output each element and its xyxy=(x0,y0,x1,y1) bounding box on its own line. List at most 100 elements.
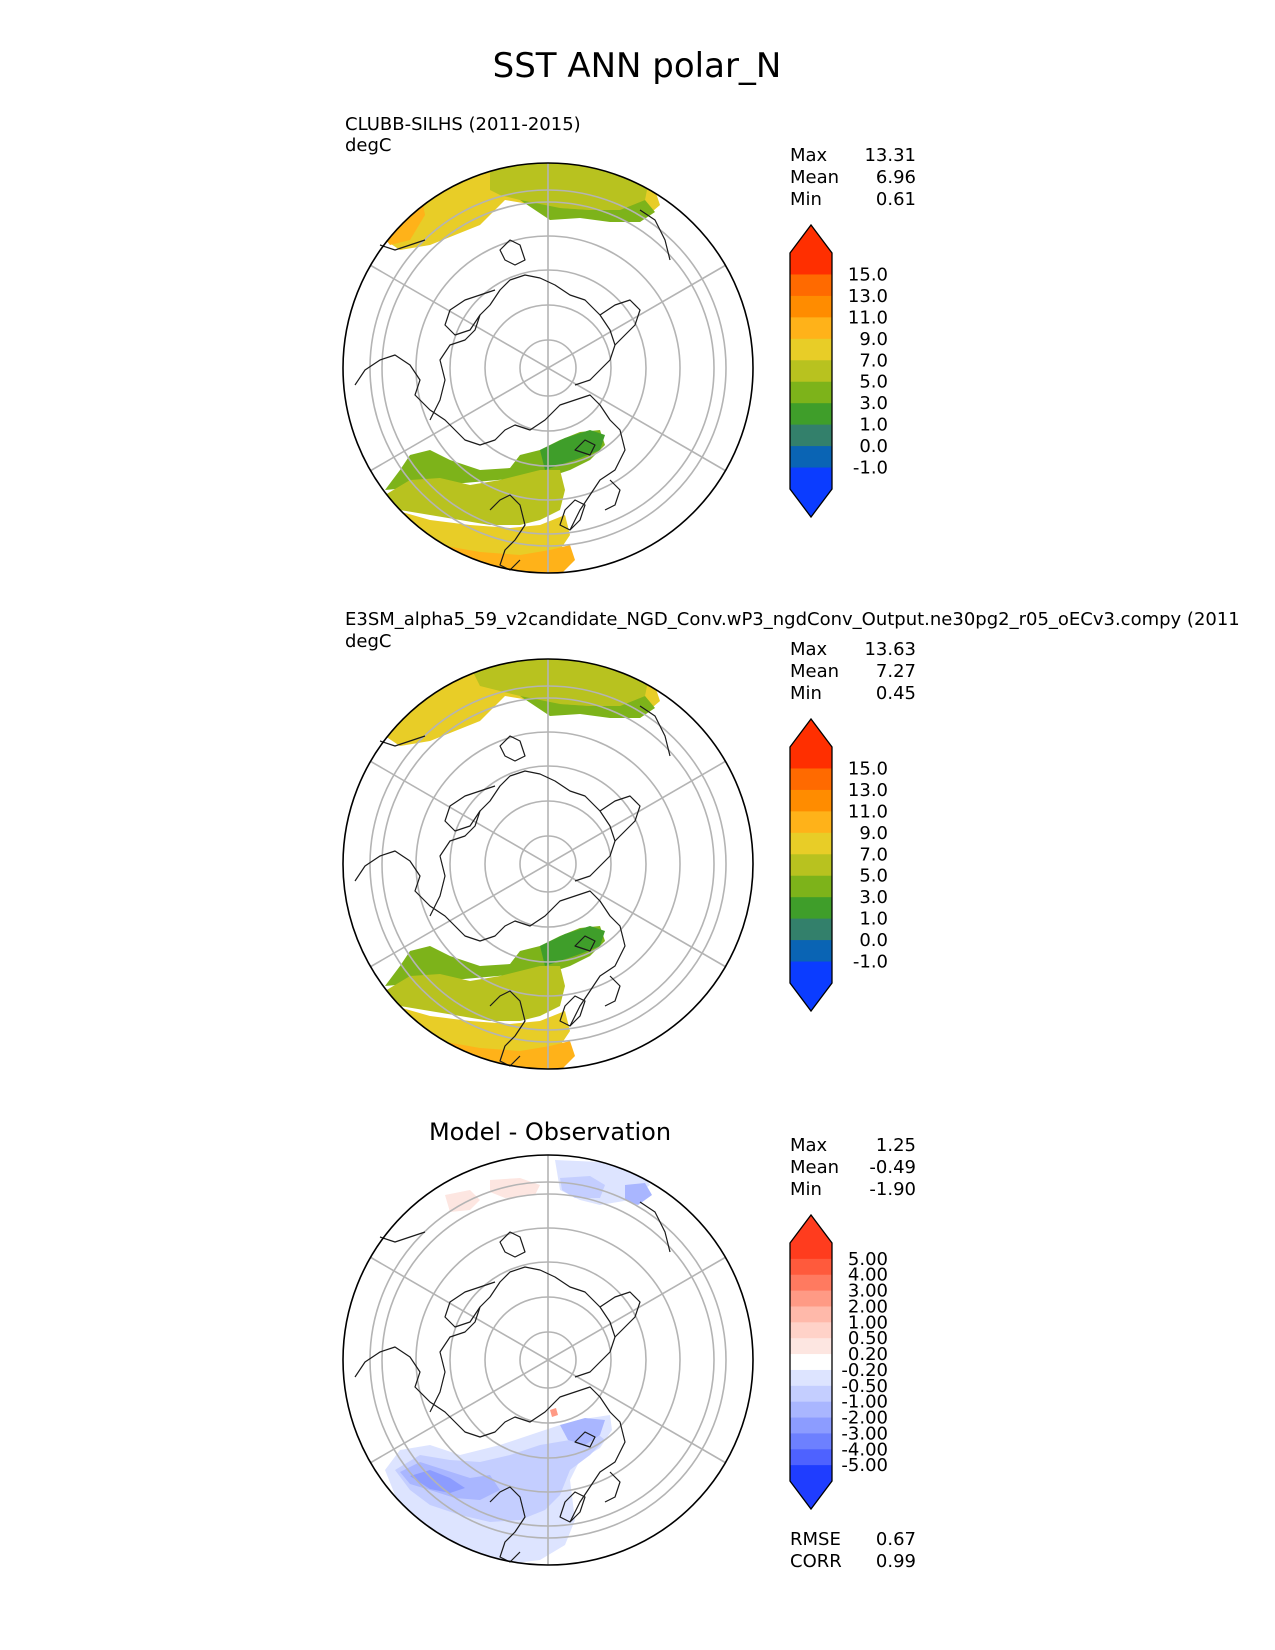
colorbar-tick-label: 0.0 xyxy=(859,930,888,951)
colorbar-segment xyxy=(790,317,832,340)
colorbar-tick-label: 0.0 xyxy=(859,436,888,457)
panel-units: degC xyxy=(345,631,392,652)
stat-min-value: -1.90 xyxy=(869,1179,916,1200)
colorbar-tick-label: -1.0 xyxy=(853,952,888,973)
colorbar-tick-label: 3.0 xyxy=(859,393,888,414)
colorbar-segment xyxy=(790,1274,832,1292)
colorbar-segment xyxy=(790,1401,832,1419)
colorbar-top-extend xyxy=(790,225,832,253)
diff-field-pacific-blue2 xyxy=(560,1176,605,1198)
stats-block: Max 13.31 Mean 6.96 Min 0.61 xyxy=(790,145,916,210)
colorbar-segment xyxy=(790,381,832,404)
stats-block: Max 13.63 Mean 7.27 Min 0.45 xyxy=(790,639,916,704)
colorbar-segment xyxy=(790,1290,832,1307)
colorbar-segment xyxy=(790,253,832,275)
colorbar-segment xyxy=(790,446,832,469)
polar-map xyxy=(342,162,754,574)
colorbar-segment xyxy=(790,1369,832,1387)
colorbar-segment xyxy=(790,338,832,361)
stat-mean-value: -0.49 xyxy=(869,1157,916,1178)
colorbar-segment xyxy=(790,1243,832,1260)
panel-heading: E3SM_alpha5_59_v2candidate_NGD_Conv.wP3_… xyxy=(345,609,1240,630)
colorbar-segment xyxy=(790,360,832,383)
stat-max-value: 13.63 xyxy=(864,639,916,660)
colorbar-segment xyxy=(790,832,832,855)
colorbar-tick-label: 5.0 xyxy=(859,866,888,887)
colorbar-segment xyxy=(790,1417,832,1434)
map-boundary xyxy=(342,1154,754,1566)
colorbar-segment xyxy=(790,961,832,984)
colorbar-tick-label: 0.50 xyxy=(848,1328,888,1349)
coastlines xyxy=(354,1201,671,1563)
stat-min-label: Min xyxy=(790,683,822,704)
colorbar-segment xyxy=(790,940,832,963)
colorbar-tick-label: 15.0 xyxy=(848,758,888,779)
colorbar-tick-label: 7.0 xyxy=(859,844,888,865)
colorbar-tick-label: 11.0 xyxy=(848,801,888,822)
colorbar-bottom-extend xyxy=(790,1481,832,1509)
graticule xyxy=(369,659,727,1069)
colorbar-tick-label: 7.0 xyxy=(859,350,888,371)
stat-mean-label: Mean xyxy=(790,661,839,682)
colorbar-tick-label: -1.0 xyxy=(853,458,888,479)
stat-mean-label: Mean xyxy=(790,167,839,188)
metrics-block: RMSE 0.67 CORR 0.99 xyxy=(790,1529,916,1572)
colorbar-segment xyxy=(790,424,832,447)
panel-heading: Model - Observation xyxy=(429,1118,671,1146)
diff-field-pacific-blue3 xyxy=(625,1183,652,1205)
colorbar-outline xyxy=(789,717,833,1013)
diff-field-pacific-red xyxy=(445,1190,480,1212)
sst-field-pacific-north xyxy=(520,696,655,718)
map-boundary xyxy=(342,162,754,574)
colorbar: 5.004.003.002.001.000.500.20-0.20-0.50-1… xyxy=(789,1213,888,1511)
graticule xyxy=(369,163,727,573)
colorbar-segment xyxy=(790,789,832,812)
colorbar-tick-label: 5.0 xyxy=(859,372,888,393)
colorbar-tick-label: 2.00 xyxy=(848,1296,888,1317)
sst-field-atlantic-green2 xyxy=(540,430,605,470)
polar-map xyxy=(342,1154,754,1566)
colorbar: 15.013.011.09.07.05.03.01.00.0-1.0 xyxy=(789,223,888,519)
metric-corr-label: CORR xyxy=(790,1551,842,1572)
polar-map xyxy=(342,658,754,1070)
stat-min-value: 0.61 xyxy=(876,189,916,210)
stat-max-label: Max xyxy=(790,1135,828,1156)
colorbar-segment xyxy=(790,1258,832,1276)
colorbar-outline xyxy=(789,223,833,519)
panel-reference: E3SM_alpha5_59_v2candidate_NGD_Conv.wP3_… xyxy=(342,609,1240,1070)
stats-block: Max 1.25 Mean -0.49 Min -1.90 xyxy=(790,1135,916,1200)
stat-min-label: Min xyxy=(790,189,822,210)
panel-test: CLUBB-SILHS (2011-2015) degC xyxy=(342,114,916,574)
colorbar-tick-label: 3.0 xyxy=(859,887,888,908)
stat-mean-label: Mean xyxy=(790,1157,839,1178)
colorbar-tick-label: 3.00 xyxy=(848,1281,888,1302)
map-boundary xyxy=(342,658,754,1070)
colorbar-segment xyxy=(790,1433,832,1450)
colorbar-tick-label: 0.20 xyxy=(848,1344,888,1365)
coastlines xyxy=(354,705,671,1067)
colorbar-segment xyxy=(790,1465,832,1482)
colorbar-segment xyxy=(790,467,832,490)
colorbar-segment xyxy=(790,918,832,941)
sst-field-atlantic-green2 xyxy=(540,926,605,966)
sst-field-pacific-north xyxy=(520,200,655,222)
colorbar-tick-label: 1.0 xyxy=(859,909,888,930)
colorbar-tick-label: -0.20 xyxy=(841,1360,888,1381)
sst-field-pacific-west xyxy=(470,659,650,706)
colorbar-segment xyxy=(790,747,832,769)
panel-heading: CLUBB-SILHS (2011-2015) xyxy=(345,114,581,135)
colorbar-outline xyxy=(789,1213,833,1511)
colorbar-segment xyxy=(790,897,832,920)
colorbar-tick-label: 13.0 xyxy=(848,286,888,307)
stat-max-value: 1.25 xyxy=(876,1135,916,1156)
colorbar-tick-label: 9.0 xyxy=(859,823,888,844)
panel-difference: Model - Observation xyxy=(342,1118,916,1572)
colorbar-segment xyxy=(790,875,832,898)
colorbar-segment xyxy=(790,274,832,297)
colorbar-tick-label: 9.0 xyxy=(859,329,888,350)
colorbar-tick-label: 13.0 xyxy=(848,780,888,801)
colorbar-top-extend xyxy=(790,719,832,747)
metric-corr-value: 0.99 xyxy=(876,1551,916,1572)
colorbar-segment xyxy=(790,1322,832,1339)
colorbar-segment xyxy=(790,1449,832,1466)
